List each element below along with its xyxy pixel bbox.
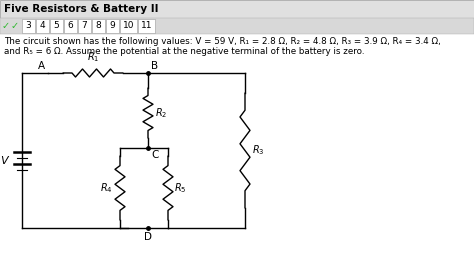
Text: D: D	[144, 232, 152, 242]
Bar	[0, 0, 474, 18]
Text: 4: 4	[40, 21, 46, 30]
Text: $R_1$: $R_1$	[87, 50, 99, 64]
Bar	[138, 19, 155, 33]
Text: B: B	[151, 61, 158, 71]
Bar	[78, 19, 91, 33]
Text: 9: 9	[109, 21, 115, 30]
Text: $R_4$: $R_4$	[100, 181, 113, 195]
Text: 3: 3	[26, 21, 31, 30]
Text: The circuit shown has the following values: V = 59 V, R₁ = 2.8 Ω, R₂ = 4.8 Ω, R₃: The circuit shown has the following valu…	[4, 37, 441, 46]
Text: ✓: ✓	[11, 21, 19, 31]
Bar	[50, 19, 63, 33]
Text: 6: 6	[68, 21, 73, 30]
Bar	[64, 19, 77, 33]
Text: 11: 11	[141, 21, 152, 30]
Text: Five Resistors & Battery II: Five Resistors & Battery II	[4, 4, 158, 14]
Text: $R_3$: $R_3$	[252, 144, 264, 157]
Text: 7: 7	[82, 21, 87, 30]
Text: $R_2$: $R_2$	[155, 106, 167, 120]
Text: and R₅ = 6 Ω. Assume the potential at the negative terminal of the battery is ze: and R₅ = 6 Ω. Assume the potential at th…	[4, 47, 365, 56]
Text: 5: 5	[54, 21, 59, 30]
Bar	[106, 19, 119, 33]
Bar	[0, 18, 474, 34]
Text: ✓: ✓	[2, 21, 10, 31]
Bar	[36, 19, 49, 33]
Bar	[120, 19, 137, 33]
Text: C: C	[151, 150, 158, 160]
Text: 10: 10	[123, 21, 134, 30]
Text: 8: 8	[96, 21, 101, 30]
Text: A: A	[38, 61, 45, 71]
Text: $V$: $V$	[0, 155, 10, 166]
Bar	[92, 19, 105, 33]
Text: $R_5$: $R_5$	[174, 181, 187, 195]
Bar	[22, 19, 35, 33]
